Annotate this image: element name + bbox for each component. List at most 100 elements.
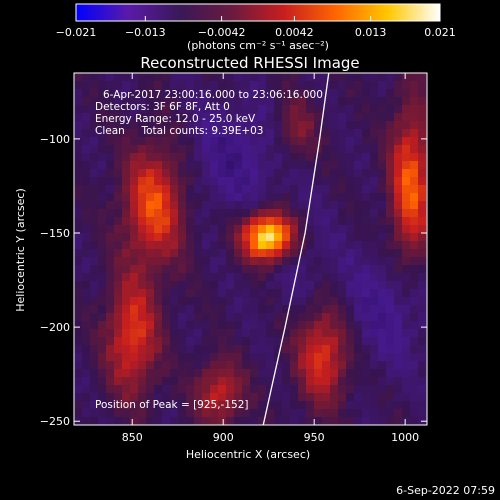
heatmap-cell [154,129,163,138]
heatmap-cell [314,169,323,178]
heatmap-cell [290,209,299,218]
heatmap-cell [370,113,379,122]
heatmap-cell [266,305,275,314]
heatmap-cell [194,281,203,290]
heatmap-cell [322,81,331,90]
heatmap-cell [362,193,371,202]
heatmap-cell [106,121,115,130]
heatmap-cell [242,105,251,114]
heatmap-cell [394,361,403,370]
heatmap-cell [338,121,347,130]
heatmap-cell [386,121,395,130]
heatmap-cell [402,241,411,250]
heatmap-cell [354,361,363,370]
heatmap-cell [154,145,163,154]
heatmap-cell [106,401,115,410]
heatmap-cell [162,241,171,250]
heatmap-cell [322,209,331,218]
heatmap-cell [186,129,195,138]
heatmap-cell [154,97,163,106]
heatmap-cell [138,113,147,122]
heatmap-cell [162,105,171,114]
heatmap-cell [170,297,179,306]
heatmap-cell [250,329,259,338]
heatmap-cell [362,337,371,346]
heatmap-cell [154,89,163,98]
heatmap-cell [298,81,307,90]
heatmap-cell [306,73,315,82]
heatmap-cell [170,209,179,218]
heatmap-cell [98,313,107,322]
heatmap-cell [418,105,427,114]
heatmap-cell [170,153,179,162]
heatmap-cell [274,257,283,266]
heatmap-cell [306,385,315,394]
heatmap-cell [394,201,403,210]
heatmap-cell [274,361,283,370]
heatmap-cell [194,257,203,266]
heatmap-cell [330,417,339,425]
heatmap-cell [234,257,243,266]
heatmap-cell [282,153,291,162]
heatmap-cell [154,393,163,402]
heatmap-cell [378,353,387,362]
heatmap-cell [146,217,155,226]
heatmap-cell [170,161,179,170]
heatmap-cell [298,401,307,410]
heatmap-cell [90,153,99,162]
heatmap-cell [138,241,147,250]
heatmap-cell [298,361,307,370]
heatmap-cell [170,385,179,394]
heatmap-cell [90,121,99,130]
heatmap-cell [394,249,403,258]
heatmap-cell [146,137,155,146]
heatmap-cell [322,313,331,322]
heatmap-cell [146,81,155,90]
heatmap-cell [418,217,427,226]
heatmap-cell [330,369,339,378]
heatmap-cell [202,209,211,218]
heatmap-cell [178,265,187,274]
heatmap-cell [410,201,419,210]
heatmap-cell [322,193,331,202]
heatmap-cell [202,97,211,106]
heatmap-cell [258,249,267,258]
heatmap-cell [186,409,195,418]
heatmap-cell [266,289,275,298]
heatmap-cell [322,265,331,274]
heatmap-cell [346,73,355,82]
heatmap-cell [322,297,331,306]
heatmap-cell [250,105,259,114]
heatmap-cell [242,353,251,362]
heatmap-cell [314,337,323,346]
heatmap-cell [362,201,371,210]
heatmap-cell [138,153,147,162]
heatmap-cell [402,289,411,298]
heatmap-cell [314,297,323,306]
heatmap-cell [386,201,395,210]
heatmap-cell [370,305,379,314]
heatmap-cell [226,345,235,354]
heatmap-cell [162,249,171,258]
heatmap-cell [114,145,123,154]
heatmap-cell [82,249,91,258]
heatmap-cell [146,121,155,130]
heatmap-cell [178,393,187,402]
heatmap-cell [314,129,323,138]
heatmap-cell [290,89,299,98]
heatmap-cell [362,129,371,138]
heatmap-cell [138,121,147,130]
heatmap-cell [218,369,227,378]
heatmap-cell [74,401,83,410]
heatmap-cell [138,137,147,146]
heatmap-cell [74,233,83,242]
heatmap-cell [354,273,363,282]
heatmap-cell [98,169,107,178]
heatmap-cell [370,209,379,218]
heatmap-cell [298,201,307,210]
heatmap-cell [306,337,315,346]
heatmap-cell [194,161,203,170]
heatmap-cell [386,313,395,322]
heatmap-cell [290,185,299,194]
heatmap-cell [122,281,131,290]
